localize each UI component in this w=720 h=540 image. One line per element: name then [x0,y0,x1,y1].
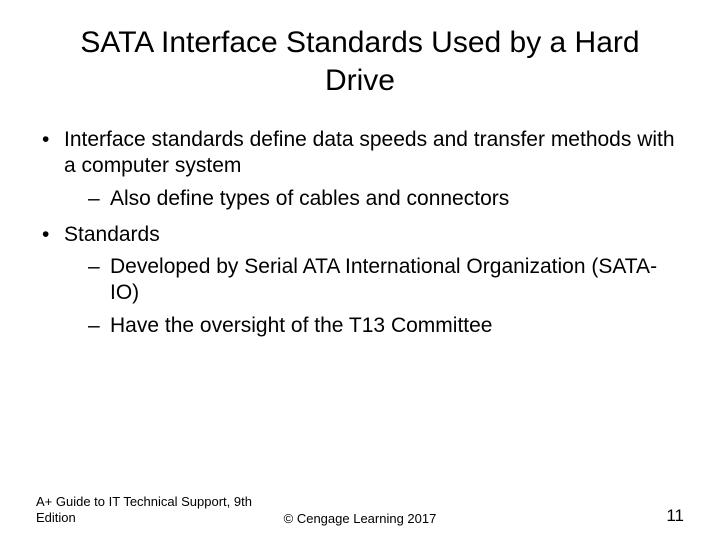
list-item: Have the oversight of the T13 Committee [88,313,684,339]
list-item: Interface standards define data speeds a… [42,127,684,212]
slide-title: SATA Interface Standards Used by a Hard … [60,24,660,99]
list-item: Also define types of cables and connecto… [88,186,684,212]
slide: SATA Interface Standards Used by a Hard … [0,0,720,540]
slide-body: Interface standards define data speeds a… [36,127,684,339]
bullet-list-level1: Interface standards define data speeds a… [36,127,684,339]
bullet-list-level2: Also define types of cables and connecto… [64,186,684,212]
bullet-text: Standards [64,223,160,246]
bullet-text: Have the oversight of the T13 Committee [110,314,492,337]
footer-page-number: 11 [666,506,684,526]
slide-footer: A+ Guide to IT Technical Support, 9th Ed… [0,494,720,527]
bullet-text: Developed by Serial ATA International Or… [110,255,657,304]
bullet-list-level2: Developed by Serial ATA International Or… [64,254,684,339]
list-item: Standards Developed by Serial ATA Intern… [42,222,684,339]
bullet-text: Also define types of cables and connecto… [110,187,509,210]
footer-copyright: © Cengage Learning 2017 [284,511,437,526]
list-item: Developed by Serial ATA International Or… [88,254,684,307]
footer-source: A+ Guide to IT Technical Support, 9th Ed… [36,494,256,527]
bullet-text: Interface standards define data speeds a… [64,128,675,177]
